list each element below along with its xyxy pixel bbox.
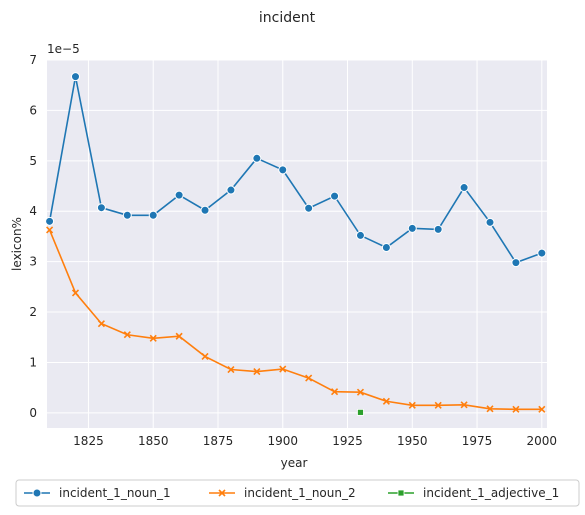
x-axis-ticks: 1825 1850 1875 1900 1925 1950 1975 2000: [73, 434, 557, 448]
data-point: [97, 320, 105, 328]
y-tick-label: 7: [29, 53, 37, 67]
data-point: [382, 397, 390, 405]
legend-item: incident_1_noun_2: [209, 486, 356, 500]
data-point: [175, 332, 183, 340]
data-point: [70, 72, 80, 82]
legend-label: incident_1_adjective_1: [423, 486, 559, 500]
data-point: [252, 153, 262, 163]
y-tick-label: 2: [29, 305, 37, 319]
data-point: [253, 367, 261, 376]
legend-marker: [32, 488, 42, 498]
data-point: [201, 352, 209, 360]
x-tick-label: 1950: [397, 434, 428, 448]
data-point: [486, 405, 494, 413]
data-point: [460, 401, 468, 409]
data-point: [512, 405, 520, 413]
data-point: [537, 248, 547, 258]
data-point: [459, 183, 469, 193]
x-tick-label: 1975: [462, 434, 493, 448]
y-tick-label: 4: [29, 204, 37, 218]
y-tick-label: 3: [29, 255, 37, 269]
y-offset-label: 1e−5: [47, 42, 80, 56]
y-tick-label: 6: [29, 103, 37, 117]
plot-area: [47, 60, 547, 428]
data-point: [200, 205, 210, 215]
data-point: [278, 165, 288, 175]
data-point: [46, 226, 54, 234]
x-axis-label: year: [281, 456, 308, 470]
x-tick-label: 1825: [73, 434, 104, 448]
data-point: [226, 185, 236, 195]
x-tick-label: 1925: [332, 434, 363, 448]
legend-item: incident_1_noun_1: [24, 486, 171, 500]
data-point: [96, 203, 106, 213]
series-incident_1_adjective_1: [357, 408, 364, 416]
series-incident_1_noun_2: [46, 226, 546, 413]
chart-title: incident: [259, 10, 316, 26]
data-point: [330, 388, 339, 396]
data-point: [279, 365, 287, 373]
data-point: [511, 258, 521, 268]
y-tick-label: 1: [29, 355, 37, 369]
data-point: [71, 289, 80, 297]
data-point: [485, 217, 495, 227]
data-point: [357, 408, 364, 416]
data-point: [407, 223, 417, 233]
data-point: [45, 216, 55, 226]
legend: incident_1_noun_1 incident_1_noun_2 incide…: [15, 479, 580, 507]
grid-lines: [47, 59, 547, 428]
y-axis-ticks: 0 1 2 3 4 5 6 7: [29, 53, 37, 420]
x-tick-label: 1875: [203, 434, 234, 448]
y-axis-label: lexicon%: [10, 217, 24, 271]
data-point: [408, 401, 416, 409]
data-point: [355, 230, 365, 240]
series-incident_1_noun_1: [45, 72, 547, 268]
data-point: [381, 243, 391, 253]
data-point: [174, 190, 184, 200]
legend-label: incident_1_noun_2: [244, 486, 356, 500]
x-tick-label: 2000: [527, 434, 558, 448]
legend-item: incident_1_adjective_1: [388, 486, 559, 500]
series-group: [45, 72, 547, 416]
y-tick-label: 5: [29, 154, 37, 168]
data-point: [356, 388, 365, 396]
data-point: [148, 210, 158, 220]
legend-label: incident_1_noun_1: [59, 486, 171, 500]
data-point: [433, 224, 443, 234]
x-tick-label: 1850: [138, 434, 169, 448]
data-point: [305, 374, 313, 382]
y-tick-label: 0: [29, 406, 37, 420]
data-point: [123, 331, 131, 339]
data-point: [149, 334, 157, 342]
x-tick-label: 1900: [267, 434, 298, 448]
legend-marker: [397, 489, 405, 497]
legend-frame: [15, 479, 580, 507]
series-line: [48, 229, 542, 411]
data-point: [122, 210, 132, 220]
data-point: [538, 405, 546, 413]
legend-marker: [218, 489, 226, 497]
data-point: [434, 401, 442, 409]
data-point: [304, 203, 314, 213]
data-point: [227, 365, 235, 374]
data-point: [330, 191, 340, 201]
